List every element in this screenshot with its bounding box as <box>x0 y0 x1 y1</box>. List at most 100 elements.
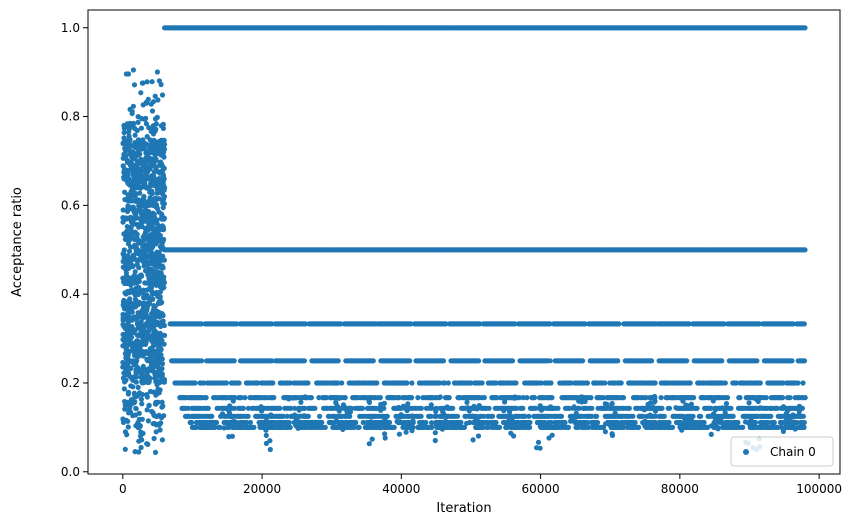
data-point <box>141 208 147 214</box>
data-point <box>139 241 146 247</box>
data-point <box>185 405 191 411</box>
data-point <box>144 368 150 374</box>
data-point <box>342 395 348 401</box>
data-point <box>801 358 808 364</box>
data-point <box>157 232 163 239</box>
data-point <box>133 215 139 221</box>
data-point <box>347 413 353 419</box>
data-point <box>159 92 166 98</box>
data-point <box>132 229 138 235</box>
data-point <box>134 332 140 338</box>
data-point <box>245 405 251 411</box>
data-point <box>339 380 345 386</box>
data-point <box>159 399 165 405</box>
data-point <box>125 241 131 247</box>
data-point <box>271 395 277 401</box>
data-point <box>129 149 136 155</box>
data-point <box>408 321 414 327</box>
data-point <box>154 363 160 369</box>
data-point <box>137 255 144 261</box>
data-point <box>149 345 155 351</box>
data-point <box>317 413 323 419</box>
data-point <box>269 358 275 364</box>
data-point <box>652 413 659 419</box>
data-point <box>238 395 244 401</box>
data-point <box>370 358 376 364</box>
data-point <box>433 413 439 419</box>
data-point <box>547 358 553 364</box>
data-point <box>151 159 158 165</box>
data-point <box>312 405 318 411</box>
data-point <box>145 96 151 102</box>
data-point <box>155 386 161 392</box>
data-point <box>139 416 145 422</box>
data-point <box>143 331 149 337</box>
data-point <box>132 327 138 333</box>
data-point <box>698 413 704 419</box>
data-point <box>130 384 136 390</box>
data-point <box>353 419 359 426</box>
data-point <box>152 401 158 407</box>
data-point <box>415 395 421 401</box>
data-point <box>287 424 293 430</box>
data-point <box>151 163 157 169</box>
data-point <box>240 405 246 411</box>
data-point <box>588 395 594 401</box>
data-point <box>701 419 707 426</box>
data-point <box>143 301 149 307</box>
data-point <box>120 207 126 213</box>
data-point <box>154 143 160 149</box>
data-point <box>124 121 130 127</box>
data-point <box>125 71 132 77</box>
data-point <box>458 419 464 426</box>
data-point <box>161 200 167 206</box>
data-point <box>335 380 341 386</box>
data-point <box>124 359 130 365</box>
data-point <box>150 410 156 416</box>
data-point <box>156 196 162 202</box>
data-point <box>157 379 163 385</box>
data-point <box>198 321 205 327</box>
data-point <box>122 146 128 152</box>
data-point <box>127 106 133 112</box>
data-point <box>594 413 600 419</box>
data-point <box>708 405 714 411</box>
data-point <box>160 205 166 211</box>
data-point <box>789 358 795 364</box>
data-point <box>454 413 461 419</box>
data-point <box>146 158 152 164</box>
data-point <box>549 395 555 401</box>
data-point <box>687 380 693 386</box>
data-point <box>684 358 690 364</box>
data-point <box>138 90 144 96</box>
data-point <box>132 358 138 364</box>
data-point <box>245 413 251 419</box>
data-point <box>386 419 393 426</box>
data-point <box>140 363 146 369</box>
data-point <box>188 419 195 426</box>
data-point <box>160 196 166 202</box>
data-point <box>135 151 141 158</box>
data-point <box>247 419 253 426</box>
data-point <box>520 395 526 401</box>
data-point <box>774 405 780 411</box>
data-point <box>143 199 149 205</box>
data-point <box>161 146 168 152</box>
data-point <box>694 405 700 411</box>
data-point <box>136 248 142 254</box>
data-point <box>139 80 145 86</box>
data-point <box>125 391 131 397</box>
data-point <box>128 256 134 262</box>
data-point <box>292 405 298 411</box>
data-point <box>270 380 276 386</box>
data-point <box>122 189 128 195</box>
data-point <box>122 279 128 285</box>
data-point <box>145 418 151 424</box>
data-point <box>150 182 156 188</box>
data-point <box>481 413 487 419</box>
data-point <box>152 303 158 309</box>
data-point <box>242 395 248 401</box>
data-point <box>120 322 126 328</box>
